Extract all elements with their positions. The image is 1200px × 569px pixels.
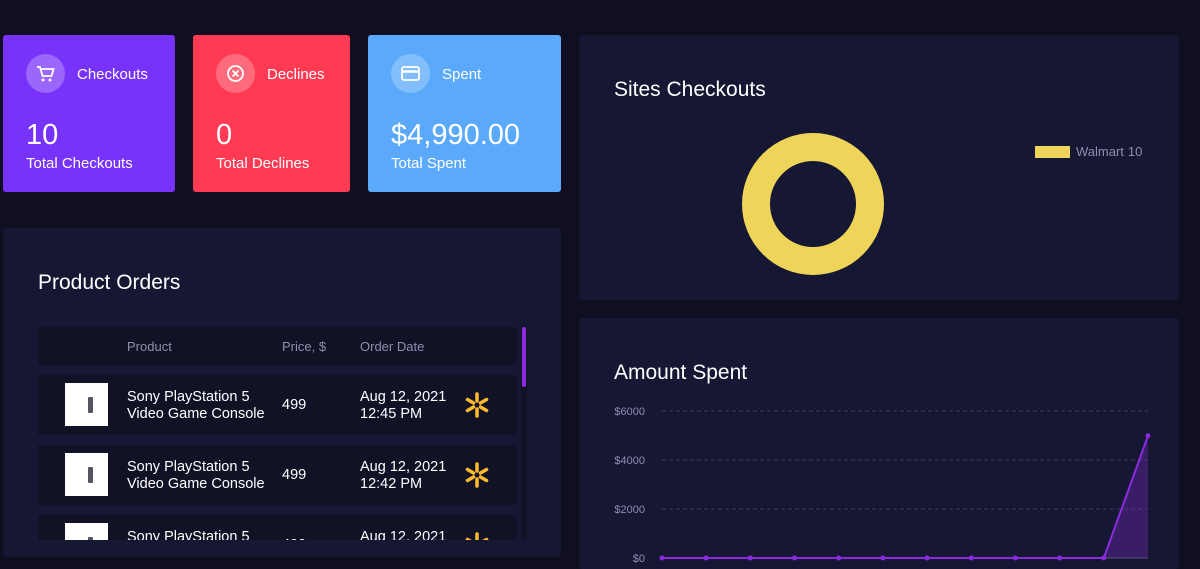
date-cell: Aug 12, 2021 12:45 PM	[360, 389, 446, 423]
card-caption: Total Declines	[216, 155, 310, 172]
amount-spent-panel: Amount Spent $0 $2000 $4000 $6000	[579, 318, 1179, 569]
panel-title: Sites Checkouts	[614, 78, 766, 101]
product-image	[65, 523, 108, 540]
legend-name: Walmart	[1076, 144, 1124, 159]
product-image	[65, 383, 108, 426]
scroll-thumb[interactable]	[522, 327, 526, 387]
spark	[465, 467, 476, 475]
point	[968, 555, 974, 561]
panel-title: Amount Spent	[614, 361, 748, 384]
spark	[465, 397, 476, 405]
product-cell: Sony PlayStation 5 Video Game Console	[127, 459, 282, 493]
card-title: Declines	[267, 66, 325, 83]
price-cell: 499	[282, 397, 307, 413]
line-chart: $0 $2000 $4000 $6000	[614, 406, 1151, 565]
line	[662, 435, 1149, 559]
scroll-track	[521, 327, 527, 540]
order-row: Sony PlayStation 5 499 Aug 12, 2021	[38, 515, 517, 540]
time: 12:42 PM	[360, 476, 423, 492]
spark	[478, 475, 489, 483]
point	[792, 555, 798, 561]
product-shape	[88, 397, 93, 413]
donut-chart: Walmart 10	[742, 133, 1142, 275]
card-icon	[391, 54, 430, 93]
cart-icon	[26, 54, 65, 93]
date-cell: Aug 12, 2021	[360, 529, 446, 540]
product-cell: Sony PlayStation 5	[127, 529, 282, 540]
point	[1012, 555, 1018, 561]
point	[1145, 433, 1151, 439]
card-caption: Total Checkouts	[26, 155, 133, 172]
card-value: 0	[216, 119, 233, 151]
header-cell: Order Date	[360, 339, 425, 354]
spark	[478, 467, 489, 475]
point	[836, 555, 842, 561]
declines-card: Declines 0 Total Declines	[193, 35, 350, 192]
order-row: Sony PlayStation 5 Video Game Console 499 A…	[38, 445, 517, 505]
spark	[465, 405, 476, 413]
card-title: Spent	[442, 66, 482, 83]
date: Aug 12, 2021	[360, 389, 447, 405]
date-cell: Aug 12, 2021 12:42 PM	[360, 459, 446, 493]
time: 12:45 PM	[360, 406, 423, 422]
table-header: Product Price, $ Order Date	[38, 327, 517, 365]
product-orders-panel: Product Orders Product Price, $ Order Da…	[3, 228, 561, 557]
price-cell: 499	[282, 537, 306, 540]
y-tick-label: $2000	[614, 504, 645, 516]
product-cell: Sony PlayStation 5 Video Game Console	[127, 389, 282, 423]
point	[1101, 555, 1107, 561]
card-value: 10	[26, 119, 59, 151]
product-shape	[88, 467, 93, 483]
spark	[478, 405, 489, 413]
product-shape	[88, 537, 93, 540]
y-tick-label: $0	[633, 553, 645, 565]
spark	[478, 397, 489, 405]
panel-title: Product Orders	[38, 271, 181, 294]
donut-segment	[742, 133, 884, 275]
point	[747, 555, 753, 561]
product-image	[65, 453, 108, 496]
date: Aug 12, 2021	[360, 459, 447, 475]
walmart-icon	[465, 532, 489, 540]
spark	[482, 537, 489, 540]
card-title: Checkouts	[77, 66, 148, 83]
area	[662, 435, 1148, 558]
walmart-icon	[465, 392, 489, 418]
sites-checkouts-panel: Sites Checkouts Walmart 10	[579, 35, 1179, 300]
product-line: Sony PlayStation 5	[127, 529, 250, 540]
spark	[465, 475, 476, 483]
product-line: Sony PlayStation 5	[127, 459, 250, 475]
decline-icon	[216, 54, 255, 93]
orders-table: Product Price, $ Order Date Sony PlaySta…	[38, 327, 517, 540]
legend-value: 10	[1128, 144, 1142, 159]
legend-label: Walmart 10	[1076, 144, 1142, 159]
card-caption: Total Spent	[391, 155, 467, 172]
y-tick-label: $4000	[614, 455, 645, 467]
point	[880, 555, 886, 561]
point	[1057, 555, 1063, 561]
date: Aug 12, 2021	[360, 529, 447, 540]
point	[659, 555, 665, 561]
spark	[465, 537, 472, 540]
spent-card: Spent $4,990.00 Total Spent	[368, 35, 561, 192]
y-tick-label: $6000	[614, 406, 645, 418]
card-value: $4,990.00	[391, 119, 521, 151]
point	[703, 555, 709, 561]
header-cell: Price, $	[282, 339, 327, 354]
order-row: Sony PlayStation 5 Video Game Console 499 A…	[38, 375, 517, 435]
point	[924, 555, 930, 561]
legend-swatch	[1035, 146, 1070, 158]
product-line: Video Game Console	[127, 476, 265, 492]
product-line: Sony PlayStation 5	[127, 389, 250, 405]
checkouts-card: Checkouts 10 Total Checkouts	[3, 35, 175, 192]
walmart-icon	[465, 462, 489, 488]
product-line: Video Game Console	[127, 406, 265, 422]
header-cell: Product	[127, 339, 172, 354]
price-cell: 499	[282, 467, 307, 483]
